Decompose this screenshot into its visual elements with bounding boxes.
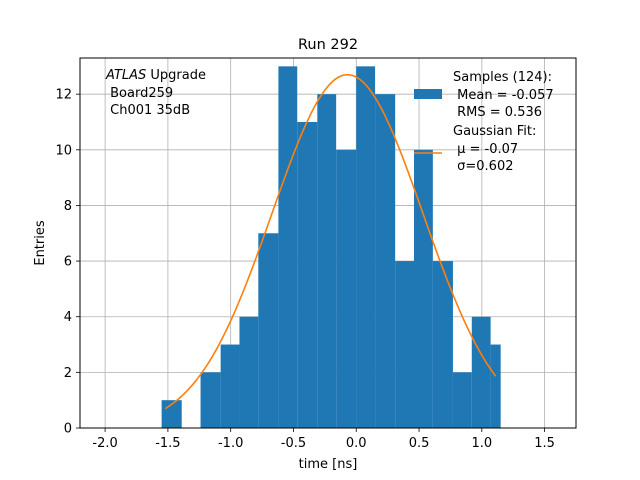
histogram-bar <box>356 66 376 429</box>
y-tick-label: 12 <box>55 88 72 103</box>
y-tick-label: 0 <box>64 422 72 437</box>
legend-stat: Mean = -0.057 <box>453 88 554 103</box>
atlas-annotation: ATLAS Upgrade Board259 Ch001 35dB <box>105 68 206 118</box>
legend-label: Gaussian Fit: <box>453 124 536 139</box>
gaussian-fit-line <box>164 73 497 410</box>
histogram-bar <box>432 261 453 428</box>
legend: Samples (124): Mean = -0.057 RMS = 0.536… <box>414 70 554 174</box>
y-tick-label: 6 <box>64 255 72 270</box>
annotation-atlas: ATLAS <box>105 68 146 83</box>
x-axis-label: time [ns] <box>299 457 358 472</box>
histogram-bar <box>375 94 396 429</box>
legend-stat: σ=0.602 <box>453 159 513 174</box>
histogram-bar <box>490 344 501 428</box>
x-tick-label: -1.0 <box>218 436 243 451</box>
axis-ticks: -2.0 -1.5 -1.0 -0.5 0.0 0.5 1.0 1.5 0 2 4 6 8 10 12 <box>55 88 554 451</box>
x-tick-label: 1.5 <box>534 436 555 451</box>
histogram-bar <box>239 316 259 428</box>
histogram-bars <box>161 66 501 429</box>
annotation-line: ATLAS Upgrade <box>105 68 206 83</box>
annotation-line: Ch001 35dB <box>106 103 190 118</box>
histogram-bar <box>395 261 415 428</box>
legend-label: Samples (124): <box>453 70 552 85</box>
histogram-bar <box>200 372 221 428</box>
y-axis-label: Entries <box>33 220 48 266</box>
legend-patch <box>414 89 442 99</box>
histogram-bar <box>258 233 279 428</box>
histogram-bar <box>297 121 318 429</box>
x-tick-label: 0.5 <box>409 436 430 451</box>
x-tick-label: 0.0 <box>346 436 367 451</box>
x-tick-label: -0.5 <box>281 436 306 451</box>
histogram-bar <box>278 66 298 429</box>
y-tick-label: 8 <box>64 199 72 214</box>
y-tick-label: 2 <box>64 366 72 381</box>
histogram-bar <box>336 149 357 428</box>
x-tick-label: -1.5 <box>155 436 180 451</box>
gaussian-fit <box>164 73 497 410</box>
plot-frame <box>79 57 577 429</box>
histogram-bar <box>414 149 433 428</box>
x-tick-label: 1.0 <box>471 436 492 451</box>
chart-title: Run 292 <box>298 37 358 53</box>
annotation-line: Board259 <box>106 86 173 101</box>
histogram-bar <box>220 344 240 428</box>
histogram-bar <box>317 94 337 429</box>
x-tick-label: -2.0 <box>92 436 117 451</box>
histogram-bar <box>452 372 472 428</box>
annotation-upgrade: Upgrade <box>146 68 206 83</box>
legend-stat: RMS = 0.536 <box>453 105 542 120</box>
y-tick-label: 4 <box>64 310 72 325</box>
y-tick-label: 10 <box>55 143 72 158</box>
legend-stat: μ = -0.07 <box>453 142 518 157</box>
histogram-bar <box>471 316 491 428</box>
